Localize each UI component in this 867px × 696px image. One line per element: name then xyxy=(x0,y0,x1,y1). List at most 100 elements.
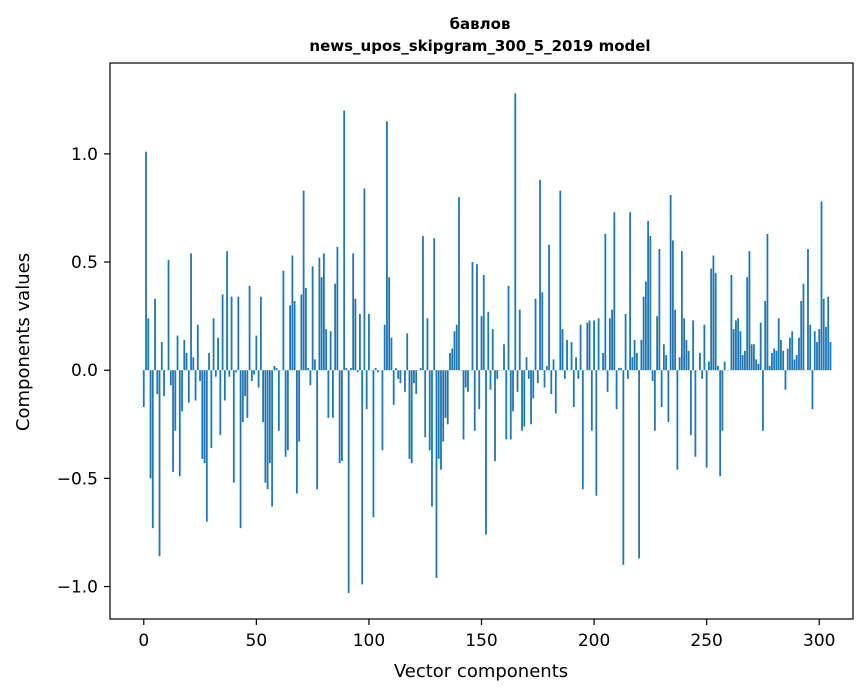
bar-119 xyxy=(410,370,413,464)
bar-70 xyxy=(300,294,303,371)
bar-71 xyxy=(302,190,305,371)
bar-12 xyxy=(169,370,172,386)
bar-271 xyxy=(753,344,755,371)
bar-219 xyxy=(635,352,638,371)
bar-175 xyxy=(536,370,539,384)
bar-91 xyxy=(347,370,350,594)
bar-293 xyxy=(802,283,805,371)
bar-292 xyxy=(800,300,803,371)
bar-170 xyxy=(525,357,528,371)
bar-40 xyxy=(232,370,235,483)
bar-133 xyxy=(442,370,445,442)
bar-223 xyxy=(644,281,647,371)
bar-281 xyxy=(775,350,778,371)
bar-28 xyxy=(205,370,208,522)
bar-253 xyxy=(712,255,715,371)
bar-48 xyxy=(250,370,253,382)
x-axis-ticks: 0 50 100 150 200 250 300 xyxy=(138,619,835,651)
bar-263 xyxy=(735,320,737,371)
bar-25 xyxy=(199,370,201,382)
bar-267 xyxy=(744,350,746,371)
bar-54 xyxy=(264,370,267,483)
bar-5 xyxy=(154,298,156,371)
bar-130 xyxy=(435,370,438,578)
bar-118 xyxy=(408,370,411,459)
bar-299 xyxy=(816,342,818,371)
x-tick-label: 300 xyxy=(803,631,835,651)
bar-98 xyxy=(363,188,366,371)
y-tick-label: 0.0 xyxy=(71,361,98,381)
bar-201 xyxy=(595,370,598,496)
bar-26 xyxy=(201,370,204,459)
bar-24 xyxy=(196,324,199,371)
bar-75 xyxy=(311,266,314,371)
y-axis-ticks: −1.0 −0.5 0.0 0.5 1.0 xyxy=(57,145,110,598)
bar-265 xyxy=(739,331,742,371)
bar-280 xyxy=(773,348,776,371)
bar-197 xyxy=(586,322,589,371)
bar-21 xyxy=(190,253,192,371)
bar-227 xyxy=(653,370,656,431)
bar-255 xyxy=(717,365,719,371)
bar-251 xyxy=(708,361,710,371)
bar-14 xyxy=(174,370,177,431)
bar-34 xyxy=(219,370,222,436)
bar-202 xyxy=(597,318,600,371)
bar-161 xyxy=(505,370,508,440)
bar-205 xyxy=(604,233,607,371)
bar-195 xyxy=(581,370,584,490)
bar-50 xyxy=(255,335,258,371)
bar-150 xyxy=(480,316,483,371)
bar-38 xyxy=(228,370,231,377)
bar-244 xyxy=(692,320,695,371)
bar-304 xyxy=(827,296,830,371)
bar-289 xyxy=(793,359,796,371)
bar-88 xyxy=(341,370,343,462)
y-tick-label: 0.5 xyxy=(71,253,98,273)
bar-39 xyxy=(230,296,233,371)
bar-81 xyxy=(325,329,328,371)
bar-137 xyxy=(451,348,454,371)
bar-283 xyxy=(780,339,782,371)
bar-44 xyxy=(241,370,244,423)
bar-180 xyxy=(548,244,550,371)
bar-199 xyxy=(590,370,593,431)
bar-177 xyxy=(541,292,544,371)
bar-264 xyxy=(737,318,740,371)
bar-209 xyxy=(613,212,616,371)
bar-191 xyxy=(572,370,575,407)
bar-181 xyxy=(550,370,553,395)
bar-167 xyxy=(518,309,521,371)
bar-99 xyxy=(365,370,368,410)
bar-124 xyxy=(422,236,424,371)
bar-262 xyxy=(732,329,735,371)
bar-305 xyxy=(829,342,832,371)
bar-6 xyxy=(156,370,159,395)
bar-62 xyxy=(282,270,285,371)
bar-220 xyxy=(638,370,641,559)
bar-68 xyxy=(295,370,298,494)
bar-57 xyxy=(271,370,274,507)
bar-252 xyxy=(710,268,713,371)
bar-73 xyxy=(307,368,310,371)
bar-226 xyxy=(651,370,654,382)
bar-121 xyxy=(415,370,418,395)
bar-241 xyxy=(685,339,688,371)
bar-109 xyxy=(388,277,391,371)
bar-207 xyxy=(608,318,611,371)
bar-4 xyxy=(151,370,154,529)
bar-114 xyxy=(399,370,402,384)
bar-215 xyxy=(626,370,629,379)
bar-43 xyxy=(239,370,242,529)
bar-157 xyxy=(496,370,499,379)
bar-174 xyxy=(534,298,537,371)
bar-232 xyxy=(665,355,668,371)
bar-164 xyxy=(512,370,514,412)
bar-210 xyxy=(615,370,618,410)
bar-231 xyxy=(662,344,665,371)
bar-131 xyxy=(437,370,440,459)
bar-20 xyxy=(187,370,190,403)
bar-59 xyxy=(275,368,278,371)
bar-218 xyxy=(633,339,636,371)
bar-104 xyxy=(377,370,379,373)
